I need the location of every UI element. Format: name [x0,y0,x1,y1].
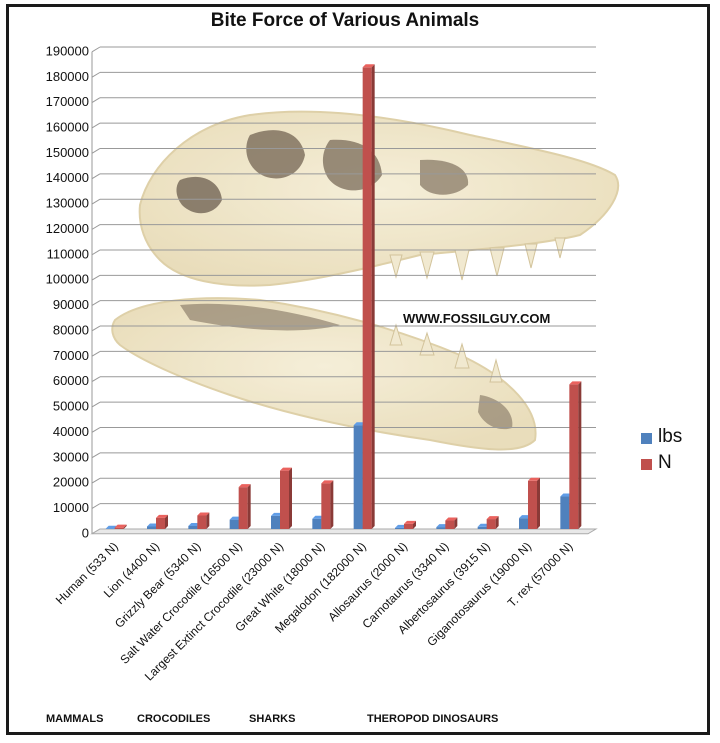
chart-bars [105,64,582,529]
bar-n-0 [114,524,127,529]
y-tick-label: 50000 [53,399,89,414]
bar-n-8 [445,517,458,529]
y-tick-label: 170000 [46,94,89,109]
gridline-depth [91,401,101,408]
chart-gridlines [90,46,598,535]
gridline-depth [91,300,101,306]
legend-swatch-n [641,459,652,470]
bar-n-9 [486,516,499,529]
bar-n-3 [238,484,251,529]
x-axis-labels: Human (533 N)Lion (4400 N)Grizzly Bear (… [53,539,576,683]
gridline-depth [91,173,101,180]
gridline-depth [91,249,101,256]
gridline-depth [91,350,101,357]
y-tick-label: 60000 [53,373,89,388]
gridline-depth [91,452,101,459]
gridline-depth [91,198,101,205]
bar-n-11 [569,381,582,529]
y-tick-label: 20000 [53,475,89,490]
y-tick-label: 70000 [53,348,89,363]
gridline-depth [91,224,101,230]
y-tick-label: 110000 [47,246,89,261]
gridline-depth [91,122,101,129]
legend-label-n: N [658,452,672,473]
bar-n-6 [362,64,375,529]
bar-n-10 [528,477,540,529]
gridline-depth [91,274,101,281]
y-tick-label: 180000 [46,69,89,84]
legend-label-lbs: lbs [658,426,683,447]
group-label-mammals: MAMMALS [46,713,104,725]
group-label-theropod-dinosaurs: THEROPOD DINOSAURS [367,713,499,725]
x-tick-label: Allosaurus (2000 N) [325,539,410,624]
y-tick-label: 130000 [46,196,89,211]
y-tick-label: 90000 [53,297,89,312]
y-tick-label: 150000 [46,145,89,160]
gridline-depth [91,503,101,509]
gridline-depth [91,427,101,433]
gridline-depth [91,376,101,383]
bar-n-4 [280,467,292,529]
y-tick-label: 190000 [46,43,89,58]
y-tick-label: 30000 [53,449,89,464]
watermark-text: WWW.FOSSILGUY.COM [403,311,551,326]
bar-n-7 [404,520,416,529]
y-tick-label: 0 [82,525,89,540]
y-tick-label: 10000 [53,500,89,515]
gridline-depth [91,477,101,484]
bar-n-2 [197,512,210,529]
bar-n-1 [156,514,168,529]
group-label-crocodiles: CROCODILES [137,713,211,725]
gridline-depth [91,46,101,53]
gridline-depth [91,325,101,332]
y-tick-label: 80000 [53,322,89,337]
group-label-sharks: SHARKS [249,713,296,725]
gridline-depth [91,97,101,103]
y-tick-label: 40000 [53,424,89,439]
legend-swatch-lbs [641,433,652,444]
y-tick-label: 120000 [46,221,89,236]
chart-floor [90,528,598,535]
bar-n-5 [321,480,334,529]
gridline-depth [91,71,101,78]
y-tick-label: 140000 [46,170,89,185]
chart-title: Bite Force of Various Animals [210,10,480,31]
trex-skull-background [111,110,620,451]
y-tick-label: 100000 [46,272,89,287]
gridline-depth [91,148,101,154]
y-axis-ticks: 0 10000 20000 30000 40000 50000 60000 70000 8000… [46,43,89,540]
y-tick-label: 160000 [46,120,89,135]
